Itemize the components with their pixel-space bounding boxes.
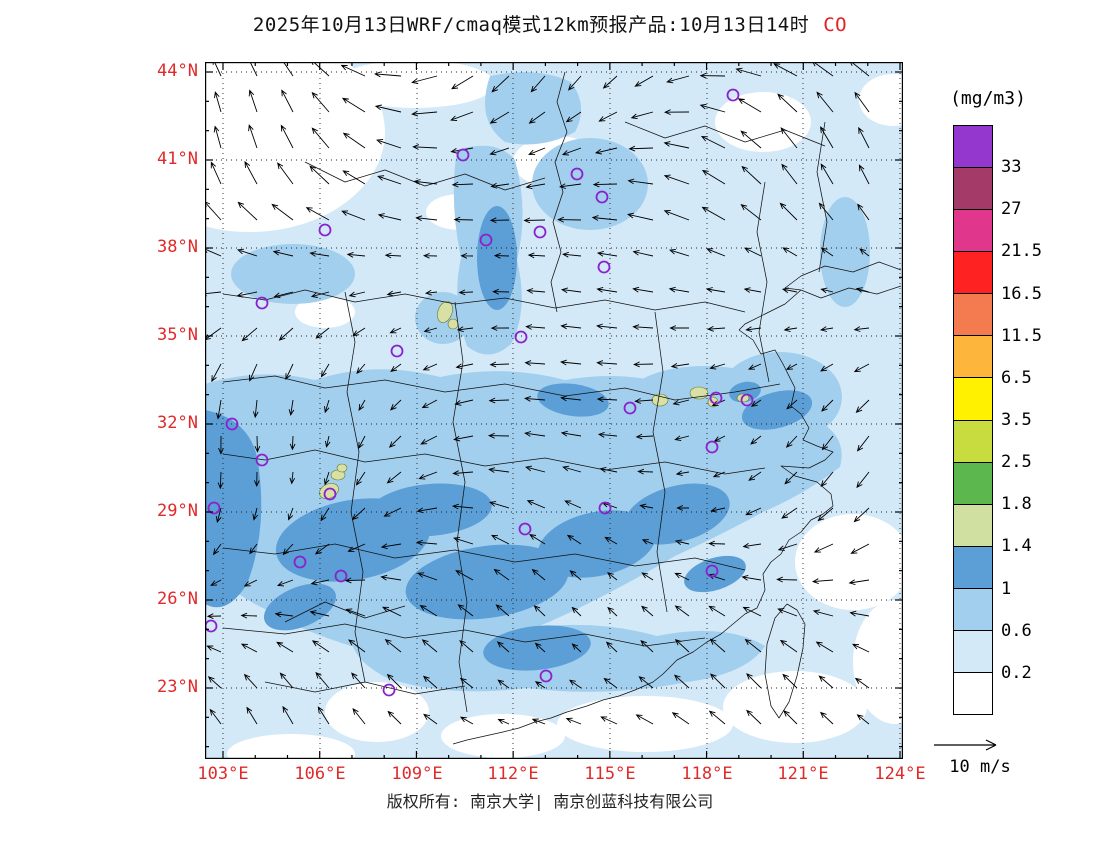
lat-tick-label: 41°N	[157, 149, 198, 169]
title-text: 2025年10月13日WRF/cmaq模式12km预报产品:10月13日14时	[252, 14, 810, 36]
page-title: 2025年10月13日WRF/cmaq模式12km预报产品:10月13日14时 C…	[0, 10, 1100, 37]
city-station-marker	[705, 564, 719, 578]
co-level-1-1p4-fill	[205, 206, 813, 671]
colorbar-cell	[953, 377, 993, 421]
lon-tick-label: 103°E	[197, 764, 249, 784]
coastline-and-borders	[222, 71, 902, 745]
city-station-marker	[390, 344, 404, 358]
colorbar-cell	[953, 672, 993, 716]
wind-reference-legend: 10 m/s	[920, 733, 1090, 783]
city-station-marker	[539, 669, 553, 683]
city-station-marker	[705, 440, 719, 454]
colorbar-level-label: 2.5	[1001, 452, 1032, 473]
city-station-marker	[255, 453, 269, 467]
graticule-dotted-grid	[206, 63, 902, 758]
lat-tick-label: 32°N	[157, 413, 198, 433]
colorbar-level-label: 33	[1001, 157, 1022, 178]
city-station-marker	[570, 167, 584, 181]
colorbar-level-label: 11.5	[1001, 325, 1042, 346]
colorbar-level-label: 21.5	[1001, 241, 1042, 262]
colorbar	[953, 125, 993, 716]
lon-tick-label: 112°E	[487, 764, 539, 784]
city-station-marker	[293, 555, 307, 569]
city-station-marker	[514, 330, 528, 344]
city-station-marker	[726, 88, 740, 102]
colorbar-cell	[953, 629, 993, 674]
colorbar-cell	[953, 587, 993, 631]
colorbar-level-label: 0.6	[1001, 620, 1032, 641]
colorbar-cell	[953, 293, 993, 337]
lat-tick-label: 26°N	[157, 589, 198, 609]
colorbar-cell	[953, 251, 993, 295]
colorbar-cell	[953, 125, 993, 169]
city-station-marker	[323, 487, 337, 501]
city-station-marker	[709, 391, 723, 405]
colorbar-cell	[953, 545, 993, 589]
city-station-marker	[518, 522, 532, 536]
city-station-marker	[382, 683, 396, 697]
shandong-peninsula	[738, 261, 902, 331]
city-station-marker	[598, 501, 612, 515]
colorbar-level-label: 1.4	[1001, 536, 1032, 557]
colorbar-level-label: 0.2	[1001, 662, 1032, 683]
city-station-marker	[318, 223, 332, 237]
colorbar-level-label: 16.5	[1001, 283, 1042, 304]
wind-reference-label: 10 m/s	[949, 757, 1011, 777]
map-plot-area	[115, 32, 937, 774]
wind-reference-arrow-icon	[934, 739, 997, 751]
map-frame	[205, 62, 903, 759]
lon-tick-label: 121°E	[777, 764, 829, 784]
lon-tick-label: 115°E	[584, 764, 636, 784]
lat-tick-label: 35°N	[157, 325, 198, 345]
city-station-marker	[334, 569, 348, 583]
colorbar-level-label: 6.5	[1001, 367, 1032, 388]
city-station-marker	[533, 225, 547, 239]
colorbar-level-label: 1	[1001, 578, 1012, 599]
taiwan-outline	[764, 603, 806, 719]
colorbar-cell	[953, 419, 993, 463]
colorbar-level-label: 1.8	[1001, 494, 1032, 515]
co-level-0p6-1-fill	[205, 72, 870, 692]
colorbar-unit-label: (mg/m3)	[950, 88, 1026, 109]
city-station-marker	[740, 393, 754, 407]
colorbar-cell	[953, 461, 993, 505]
city-station-marker	[597, 260, 611, 274]
lat-tick-label: 29°N	[157, 501, 198, 521]
lat-tick-label: 23°N	[157, 677, 198, 697]
lon-tick-label: 124°E	[874, 764, 926, 784]
species-label: CO	[823, 14, 848, 36]
colorbar-cell	[953, 167, 993, 211]
lon-tick-label: 118°E	[681, 764, 733, 784]
colorbar-level-label: 27	[1001, 199, 1022, 220]
lat-tick-label: 38°N	[157, 237, 198, 257]
lon-tick-label: 109°E	[391, 764, 443, 784]
city-station-marker	[207, 501, 221, 515]
city-station-marker	[623, 401, 637, 415]
lon-tick-label: 106°E	[294, 764, 346, 784]
city-station-marker	[456, 148, 470, 162]
colorbar-cell	[953, 209, 993, 253]
city-station-marker	[479, 233, 493, 247]
copyright-footer: 版权所有: 南京大学| 南京创蓝科技有限公司	[386, 792, 714, 811]
city-station-marker	[225, 417, 239, 431]
coastline	[452, 329, 834, 745]
colorbar-cell	[953, 503, 993, 547]
colorbar-level-label: 3.5	[1001, 410, 1032, 430]
forecast-map-canvas	[115, 32, 937, 774]
city-station-marker	[255, 296, 269, 310]
lat-tick-label: 44°N	[157, 61, 198, 81]
city-station-marker	[595, 190, 609, 204]
colorbar-cell	[953, 335, 993, 379]
station-markers-layer	[204, 88, 754, 697]
